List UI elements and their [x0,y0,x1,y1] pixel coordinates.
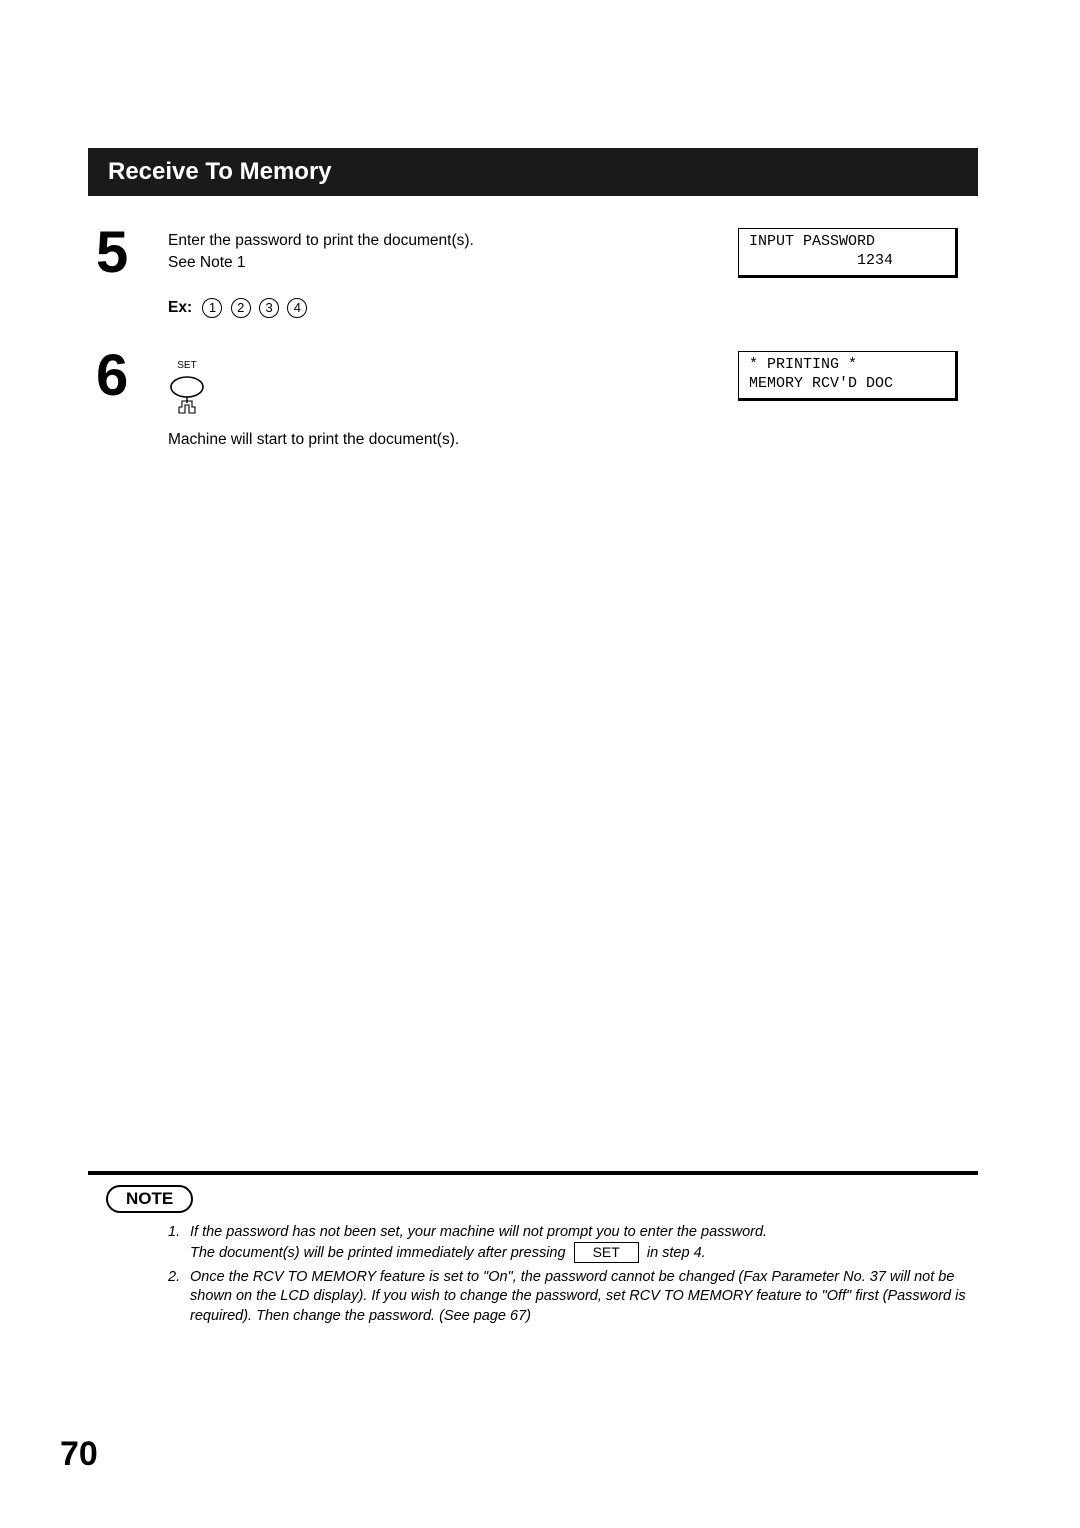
step-5-line2: See Note 1 [168,252,718,274]
set-button-icon [168,375,206,417]
set-button-graphic: SET [168,359,206,417]
lcd-step5-line1: INPUT PASSWORD [749,233,875,250]
lcd-display-step5: INPUT PASSWORD 1234 [738,228,958,278]
page-number: 70 [60,1435,98,1474]
keypad-3-icon: 3 [259,298,279,318]
page-title: Receive To Memory [108,158,332,185]
note-badge: NOTE [106,1185,193,1213]
keypad-4-icon: 4 [287,298,307,318]
step-5-number: 5 [96,224,168,282]
keypad-2-icon: 2 [231,298,251,318]
note-item-1: 1. If the password has not been set, you… [168,1223,978,1264]
step-6-text: Machine will start to print the document… [168,429,718,451]
lcd-display-step6: * PRINTING * MEMORY RCV'D DOC [738,351,958,401]
note-list: 1. If the password has not been set, you… [88,1223,978,1327]
lcd-step6-line2: MEMORY RCV'D DOC [749,375,893,392]
manual-page: Receive To Memory 5 Enter the password t… [88,0,978,1528]
set-button-label: SET [168,359,206,373]
set-key-inline: SET [574,1242,639,1262]
step-5: 5 Enter the password to print the docume… [88,224,978,319]
page-title-bar: Receive To Memory [88,148,978,196]
note-2-number: 2. [168,1268,190,1327]
lcd-step5-line2: 1234 [749,252,893,269]
step-5-body: Enter the password to print the document… [168,224,718,319]
footer-divider [88,1171,978,1175]
step-6-body: SET Machine will start to print the docu… [168,347,718,451]
note-1-after: in step 4. [643,1245,706,1261]
note-2-text: Once the RCV TO MEMORY feature is set to… [190,1268,978,1327]
keypad-1-icon: 1 [202,298,222,318]
note-1-text: If the password has not been set, your m… [190,1223,978,1264]
example-label: Ex: [168,299,192,316]
note-item-2: 2. Once the RCV TO MEMORY feature is set… [168,1268,978,1327]
step-5-example: Ex: 1 2 3 4 [168,297,718,319]
note-badge-wrap: NOTE [88,1185,978,1213]
note-1-number: 1. [168,1223,190,1264]
step-6: 6 SET Machine will start to print the do… [88,347,978,451]
lcd-step6-line1: * PRINTING * [749,356,857,373]
step-5-line1: Enter the password to print the document… [168,230,718,252]
step-6-number: 6 [96,347,168,405]
